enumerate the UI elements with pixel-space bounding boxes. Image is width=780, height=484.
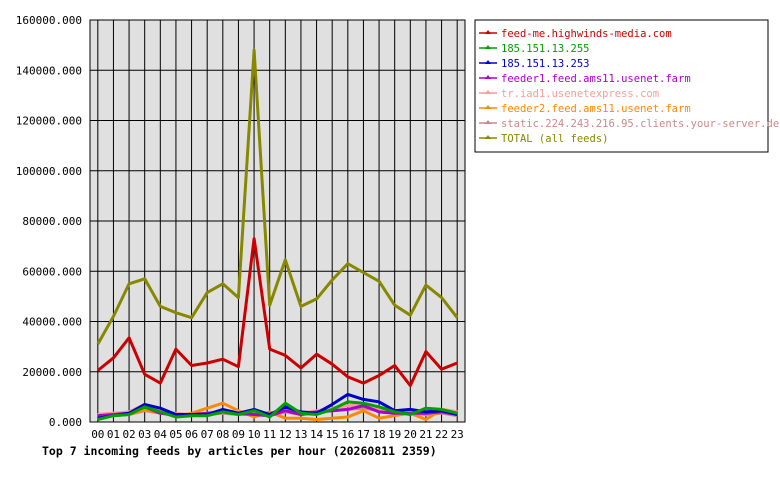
x-tick-label: 04 xyxy=(154,428,168,441)
x-tick-label: 22 xyxy=(435,428,448,441)
x-tick-label: 00 xyxy=(91,428,104,441)
legend-box xyxy=(474,19,769,153)
x-tick-label: 20 xyxy=(404,428,417,441)
x-tick-label: 10 xyxy=(247,428,260,441)
y-tick-label: 80000.000 xyxy=(22,215,82,228)
x-tick-label: 17 xyxy=(357,428,370,441)
chart-title: Top 7 incoming feeds by articles per hou… xyxy=(42,444,437,458)
y-tick-label: 120000.000 xyxy=(16,115,82,128)
x-tick-label: 06 xyxy=(185,428,198,441)
x-tick-label: 15 xyxy=(326,428,339,441)
x-tick-label: 19 xyxy=(388,428,401,441)
y-tick-label: 0.000 xyxy=(49,416,82,429)
legend-entry: feeder1.feed.ams11.usenet.farm xyxy=(501,73,691,85)
y-tick-label: 60000.000 xyxy=(22,265,82,278)
x-tick-label: 11 xyxy=(263,428,276,441)
x-tick-label: 05 xyxy=(169,428,182,441)
x-tick-label: 14 xyxy=(310,428,324,441)
series-line-total-all-feeds xyxy=(96,48,459,345)
legend-entry: feed-me.highwinds-media.com xyxy=(501,28,672,40)
legend-marker xyxy=(485,120,491,124)
x-tick-label: 18 xyxy=(372,428,385,441)
legend-marker xyxy=(485,45,491,49)
y-tick-label: 160000.000 xyxy=(16,14,82,27)
legend-marker xyxy=(485,75,491,79)
x-tick-label: 16 xyxy=(341,428,354,441)
x-tick-label: 09 xyxy=(232,428,245,441)
legend-entry: TOTAL (all feeds) xyxy=(501,133,608,145)
x-tick-label: 12 xyxy=(279,428,292,441)
legend-entry: static.224.243.216.95.clients.your-serve… xyxy=(501,118,779,130)
legend-marker xyxy=(485,60,491,64)
legend-marker xyxy=(485,105,491,109)
legend-marker xyxy=(485,30,491,34)
x-tick-label: 21 xyxy=(419,428,432,441)
legend-marker xyxy=(485,90,491,94)
x-tick-label: 08 xyxy=(216,428,229,441)
legend-entry: 185.151.13.255 xyxy=(501,43,590,55)
series-line-feed-me-highwinds-media-com xyxy=(96,237,458,388)
x-tick-label: 07 xyxy=(201,428,214,441)
x-tick-label: 02 xyxy=(122,428,135,441)
y-tick-label: 40000.000 xyxy=(22,316,82,329)
legend-marker xyxy=(485,135,491,139)
legend-entry: feeder2.feed.ams11.usenet.farm xyxy=(501,103,691,115)
legend-entry: 185.151.13.253 xyxy=(501,58,590,70)
x-tick-label: 13 xyxy=(294,428,307,441)
plot-frame xyxy=(89,19,466,423)
x-tick-label: 23 xyxy=(451,428,464,441)
series-line-185-151-13-255 xyxy=(97,400,458,421)
legend-entry: tr.iad1.usenetexpress.com xyxy=(501,88,659,100)
y-tick-label: 100000.000 xyxy=(16,165,82,178)
y-tick-label: 140000.000 xyxy=(16,64,82,77)
x-tick-label: 01 xyxy=(107,428,120,441)
x-tick-label: 03 xyxy=(138,428,151,441)
y-tick-label: 20000.000 xyxy=(22,366,82,379)
